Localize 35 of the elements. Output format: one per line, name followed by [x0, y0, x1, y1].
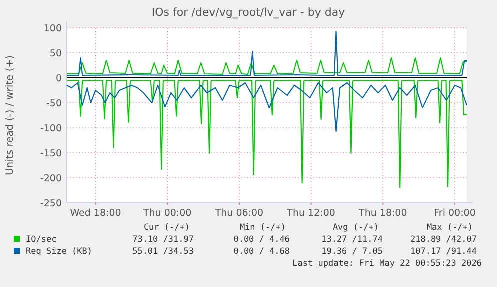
line-series	[66, 80, 468, 188]
text: 19.36 / 7.05	[322, 247, 383, 257]
x-tick-label: Thu 18:00	[358, 208, 408, 219]
y-axis-title: Units read (-) / write (+)	[5, 55, 16, 176]
legend-label: IO/sec	[26, 235, 57, 245]
text: 0.00 / 4.68	[234, 247, 290, 257]
legend-label: Req Size (KB)	[26, 247, 93, 257]
y-tick-label: -250	[40, 198, 62, 210]
text: Last update: Fri May 22 00:55:23 2026	[292, 259, 482, 269]
text: Max (-/+)	[426, 223, 473, 233]
y-tick-label: 50	[50, 48, 62, 60]
text: 0.00 / 4.46	[234, 235, 290, 245]
text: 107.17 /91.44	[410, 247, 477, 257]
x-tick-label: Thu 00:00	[142, 208, 192, 219]
x-tick-label: Thu 12:00	[286, 208, 336, 219]
y-tick-label: -100	[40, 123, 62, 134]
x-tick-label: Wed 18:00	[70, 208, 122, 219]
line-series	[66, 57, 468, 76]
x-tick-label: Fri 00:00	[434, 208, 476, 219]
text: 73.10 /31.97	[132, 235, 194, 245]
x-tick-label: Thu 06:00	[214, 208, 264, 219]
text: 218.89 /42.07	[410, 235, 477, 245]
chart-title: IOs for /dev/vg_root/lv_var - by day	[152, 6, 346, 19]
y-tick-label: -50	[46, 98, 62, 110]
text: 13.27 /11.74	[322, 235, 383, 245]
y-tick-label: 100	[44, 23, 62, 34]
text: Cur (-/+)	[144, 223, 190, 233]
y-tick-label: 0	[56, 73, 62, 84]
text: 55.01 /34.53	[132, 247, 194, 257]
y-tick-label: -150	[40, 148, 62, 160]
text: Avg (-/+)	[332, 223, 379, 233]
line-series	[66, 30, 468, 76]
text: Min (-/+)	[240, 223, 286, 233]
line-series	[66, 82, 468, 132]
y-tick-label: -200	[40, 173, 62, 184]
